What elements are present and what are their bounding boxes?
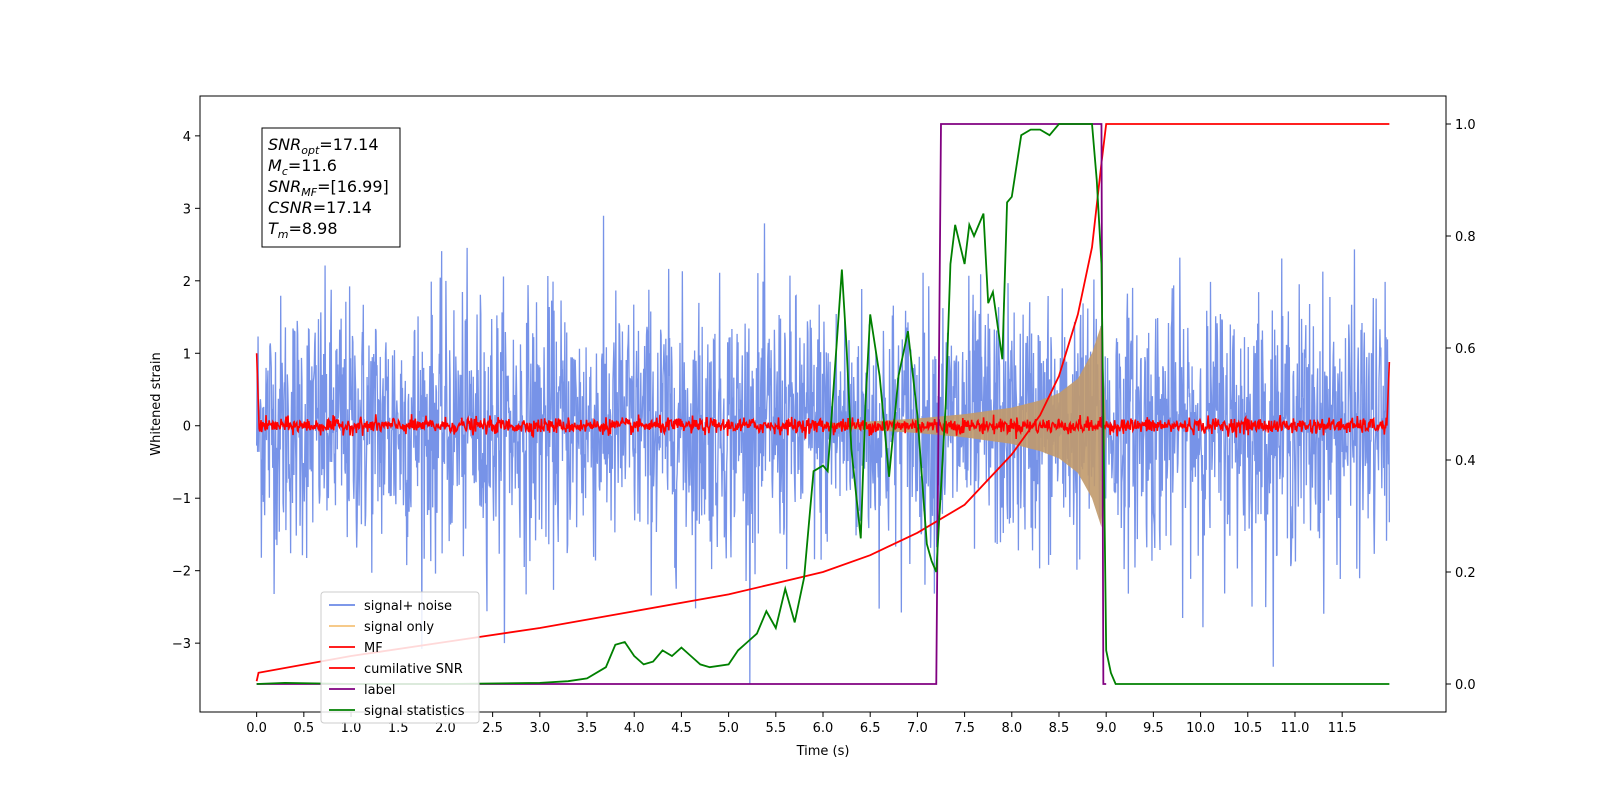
x-tick-label: 10.5	[1233, 721, 1262, 736]
y-right-tick-label: 0.6	[1455, 342, 1476, 357]
x-tick-label: 6.0	[813, 721, 834, 736]
x-tick-label: 8.5	[1049, 721, 1070, 736]
x-axis-ticks: 0.0 0.5 1.0 1.5 2.0 2.5 3.0 3.5 4.0 4.5 5.0 5.5 6.0 6…	[246, 712, 1357, 736]
x-tick-label: 11.5	[1328, 721, 1357, 736]
y-left-tick-label: 2	[183, 275, 191, 290]
y-axis-left-ticks: 4 3 2 1 0 −1 −2 −3	[172, 130, 200, 652]
y-left-tick-label: 0	[183, 420, 191, 435]
y-right-tick-label: 0.2	[1455, 566, 1476, 581]
y-axis-right-ticks: 1.0 0.8 0.6 0.4 0.2 0.0	[1446, 118, 1476, 693]
x-tick-label: 4.0	[624, 721, 645, 736]
series-mf	[255, 353, 1391, 440]
y-left-tick-label: −2	[172, 565, 191, 580]
series-label	[256, 123, 1107, 685]
y-left-tick-label: 4	[183, 130, 191, 145]
x-tick-label: 9.5	[1143, 721, 1164, 736]
x-tick-label: 4.5	[671, 721, 692, 736]
y-left-tick-label: 1	[183, 347, 191, 362]
x-tick-label: 7.0	[907, 721, 928, 736]
x-tick-label: 2.5	[482, 721, 503, 736]
metrics-box-frame	[261, 127, 401, 248]
x-tick-label: 9.0	[1096, 721, 1117, 736]
legend-label: signal only	[364, 620, 434, 635]
y-right-tick-label: 0.4	[1455, 454, 1476, 469]
y-right-tick-label: 0.0	[1455, 678, 1476, 693]
legend-frame	[320, 591, 480, 724]
metrics-line: Tm=8.98	[268, 219, 338, 241]
x-tick-label: 5.0	[718, 721, 739, 736]
x-tick-label: 1.5	[388, 721, 409, 736]
x-tick-label: 3.5	[577, 721, 598, 736]
x-tick-label: 5.5	[765, 721, 786, 736]
y-left-tick-label: −3	[172, 637, 191, 652]
legend: signal+ noise signal only MF cumilative SNR…	[320, 591, 480, 724]
metrics-line: SNRMF=[16.99]	[268, 177, 389, 199]
metrics-line: SNRopt=17.14	[268, 135, 379, 157]
y-left-tick-label: −1	[172, 492, 191, 507]
legend-label: cumilative SNR	[364, 662, 463, 677]
series-signal-plus-noise	[255, 215, 1391, 684]
legend-label: MF	[364, 641, 383, 656]
legend-label: signal+ noise	[364, 599, 452, 614]
x-axis-label: Time (s)	[796, 744, 850, 759]
x-tick-label: 2.0	[435, 721, 456, 736]
x-tick-label: 8.0	[1001, 721, 1022, 736]
metrics-line: Mc=11.6	[268, 156, 337, 178]
x-tick-label: 6.5	[860, 721, 881, 736]
x-tick-label: 0.5	[293, 721, 314, 736]
legend-label: signal statistics	[364, 704, 465, 719]
x-tick-label: 11.0	[1280, 721, 1309, 736]
y-right-tick-label: 0.8	[1455, 230, 1476, 245]
y-axis-label: Whitened strain	[149, 352, 164, 455]
x-tick-label: 3.0	[529, 721, 550, 736]
metrics-line: CSNR=17.14	[268, 198, 372, 217]
y-left-tick-label: 3	[183, 202, 191, 217]
series-signal-statistics	[256, 123, 1390, 685]
x-tick-label: 0.0	[246, 721, 267, 736]
x-tick-label: 10.0	[1186, 721, 1215, 736]
metrics-annotation-box: SNRopt=17.14Mc=11.6SNRMF=[16.99]CSNR=17.…	[261, 127, 401, 248]
x-tick-label: 1.0	[341, 721, 362, 736]
x-tick-label: 7.5	[954, 721, 975, 736]
y-right-tick-label: 1.0	[1455, 118, 1476, 133]
legend-label: label	[364, 683, 395, 698]
